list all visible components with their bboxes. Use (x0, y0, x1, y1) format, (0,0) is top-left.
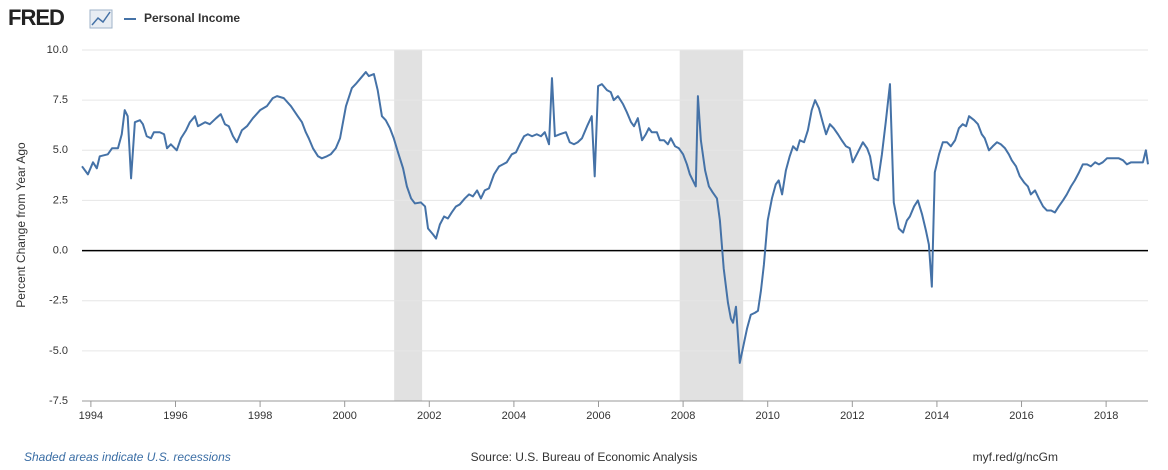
y-axis-label: Percent Change from Year Ago (14, 142, 28, 308)
y-tick-label: 5.0 (53, 144, 68, 156)
x-tick-label: 2016 (1009, 410, 1033, 422)
logo-text: FRED (8, 5, 64, 30)
x-tick-label: 2004 (502, 410, 526, 422)
x-tick-label: 2000 (332, 410, 356, 422)
short-url: myf.red/g/ncGm (973, 450, 1058, 464)
x-tick-label: 2006 (586, 410, 610, 422)
source-note: Source: U.S. Bureau of Economic Analysis (471, 450, 698, 464)
x-tick-label: 2012 (840, 410, 864, 422)
y-tick-label: 10.0 (47, 44, 68, 56)
x-tick-label: 2002 (417, 410, 441, 422)
legend-label: Personal Income (144, 11, 240, 25)
x-tick-label: 2014 (925, 410, 949, 422)
x-tick-label: 2008 (671, 410, 695, 422)
x-tick-label: 1998 (248, 410, 272, 422)
x-tick-label: 1996 (163, 410, 187, 422)
y-tick-label: 2.5 (53, 194, 68, 206)
y-tick-label: -5.0 (49, 345, 68, 357)
recession-note: Shaded areas indicate U.S. recessions (24, 450, 231, 464)
recession-band (394, 50, 423, 401)
recession-band (679, 50, 744, 401)
logo-icon-line (91, 11, 111, 26)
y-tick-label: 0.0 (53, 244, 68, 256)
x-tick-label: 2018 (1094, 410, 1118, 422)
x-tick-label: 1994 (79, 410, 103, 422)
x-tick-label: 2010 (755, 410, 779, 422)
y-tick-label: 7.5 (53, 94, 68, 106)
y-tick-label: -2.5 (49, 295, 68, 307)
series-line (81, 71, 1149, 364)
y-tick-label: -7.5 (49, 395, 68, 407)
logo-icon (89, 9, 113, 29)
logo: FRED (8, 5, 113, 30)
